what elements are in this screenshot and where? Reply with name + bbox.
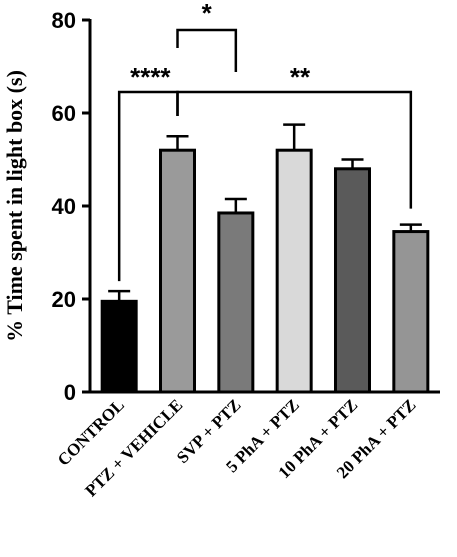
- bar: [217, 211, 255, 394]
- bar: [392, 230, 430, 394]
- y-ticks: 0 20 40 60 80: [52, 8, 90, 405]
- y-tick-label: 0: [64, 380, 76, 405]
- significance-brackets: *******: [117, 0, 413, 282]
- bar: [334, 167, 371, 394]
- significance-label: ****: [130, 62, 171, 92]
- significance-label: **: [290, 62, 311, 92]
- y-axis-title: % Time spent in light box (s): [2, 70, 27, 342]
- bar: [159, 148, 196, 394]
- significance-label: *: [202, 0, 213, 28]
- bar: [275, 148, 313, 394]
- y-tick-label: 20: [52, 287, 76, 312]
- bars: [100, 123, 430, 394]
- category-label: PTZ + VEHICLE: [81, 395, 186, 500]
- significance-bracket: [176, 90, 413, 209]
- significance-bracket: [176, 28, 238, 72]
- bar: [100, 299, 138, 394]
- y-tick-label: 40: [52, 194, 76, 219]
- y-tick-label: 60: [52, 101, 76, 126]
- y-tick-label: 80: [52, 8, 76, 33]
